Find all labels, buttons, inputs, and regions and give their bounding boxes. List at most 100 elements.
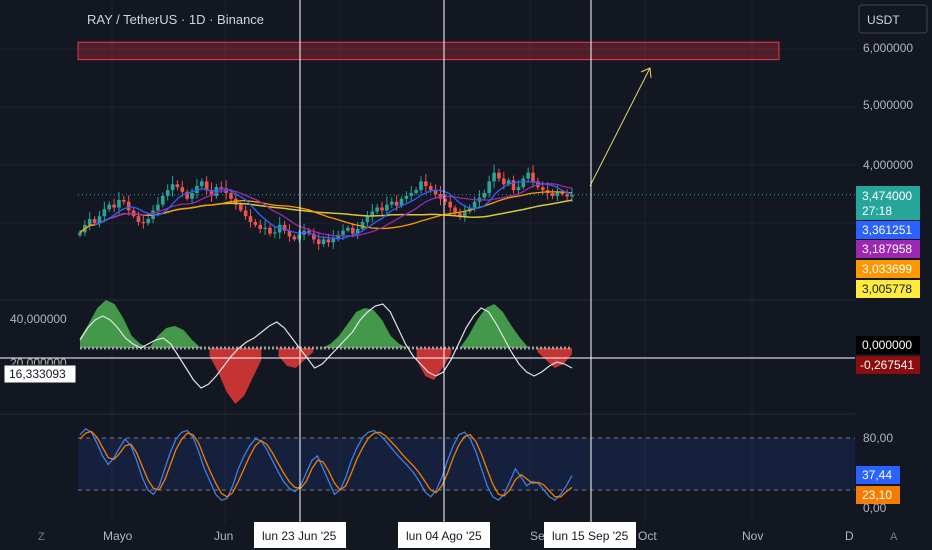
- candle-body: [292, 236, 297, 240]
- ma-blue-value: 3,361251: [862, 223, 912, 237]
- ma-purple-line: [94, 182, 573, 237]
- candle: [419, 176, 423, 195]
- candle: [102, 201, 107, 223]
- candle: [195, 179, 199, 199]
- candle-body: [316, 239, 321, 245]
- ma-orange-tag: 3,033699: [856, 260, 920, 278]
- candle: [248, 209, 253, 228]
- candle-body: [463, 211, 467, 217]
- candle: [389, 197, 394, 208]
- candle: [117, 191, 121, 214]
- osc-level-40: 40,000000: [10, 312, 67, 326]
- candle-body: [399, 198, 404, 206]
- candle-body: [550, 193, 555, 196]
- candle-body: [380, 207, 384, 211]
- candle: [531, 165, 535, 188]
- candle: [146, 216, 150, 226]
- candle: [448, 195, 453, 213]
- candle: [433, 184, 438, 199]
- candle: [370, 204, 375, 223]
- price-tick-6: 6,000000: [863, 41, 913, 55]
- osc-last-tag: -0,267541: [856, 356, 920, 374]
- time-label-nov: Nov: [742, 529, 763, 543]
- candle: [175, 180, 180, 191]
- candle: [282, 220, 287, 234]
- candle-body: [526, 172, 530, 179]
- candle-body: [156, 204, 160, 211]
- candle-body: [78, 232, 82, 236]
- candle-body: [229, 193, 233, 199]
- candle: [341, 224, 345, 240]
- candle-body: [175, 184, 180, 188]
- ma-orange-value: 3,033699: [862, 262, 912, 276]
- candle-body: [199, 181, 204, 187]
- candle: [385, 196, 389, 217]
- ma-yellow-tag: 3,005778: [856, 280, 920, 298]
- candle-body: [409, 193, 414, 196]
- candle-body: [195, 186, 199, 193]
- candle: [258, 219, 263, 234]
- moving-averages: [79, 180, 573, 240]
- candle: [92, 216, 97, 226]
- last-price-tag: 3,474000 27:18: [856, 186, 920, 220]
- candle-body: [273, 232, 277, 234]
- candle: [360, 219, 365, 232]
- candle-body: [312, 233, 316, 240]
- projection-arrow[interactable]: [589, 67, 651, 187]
- candle-body: [219, 187, 224, 189]
- price-tick-4: 4,000000: [863, 158, 913, 172]
- candle: [204, 176, 209, 195]
- candle: [112, 198, 116, 213]
- candle: [165, 184, 170, 201]
- candle-body: [385, 204, 389, 211]
- candle-body: [346, 227, 350, 231]
- candle-body: [389, 201, 394, 205]
- candle-body: [248, 216, 253, 222]
- candle: [263, 220, 267, 235]
- candle-body: [458, 213, 462, 217]
- candle-body: [355, 228, 360, 234]
- candle: [526, 167, 530, 183]
- price-tick-5: 5,000000: [863, 98, 913, 112]
- ma-purple-value: 3,187958: [862, 242, 912, 256]
- candle-body: [282, 224, 287, 231]
- auto-scale-icon[interactable]: A: [890, 531, 898, 543]
- candle-body: [502, 178, 506, 185]
- candle: [375, 204, 379, 215]
- candle-body: [511, 180, 516, 191]
- currency-button[interactable]: USDT: [858, 4, 928, 34]
- candle-body: [492, 172, 496, 182]
- candle-body: [209, 190, 214, 196]
- candle: [409, 186, 414, 202]
- candle: [287, 224, 292, 242]
- candle-body: [122, 199, 126, 202]
- zoom-z-icon[interactable]: Z: [38, 531, 45, 543]
- candle: [107, 201, 112, 213]
- time-label-mayo: Mayo: [103, 529, 133, 543]
- candle-body: [570, 194, 574, 197]
- candle: [346, 225, 350, 233]
- crosshair-value-tag: 16,333093: [3, 364, 77, 384]
- stoch-d-line: [79, 430, 573, 498]
- osc-green-area: [321, 308, 408, 348]
- candle: [297, 230, 302, 244]
- target-zone-rectangle[interactable]: [77, 41, 780, 61]
- date-tag-3: lun 15 Sep '25: [544, 522, 636, 548]
- candle: [273, 226, 277, 239]
- candle-body: [117, 199, 121, 208]
- candle: [487, 175, 491, 198]
- osc-signal-line: [79, 303, 573, 389]
- projection-arrow-head: [640, 67, 652, 79]
- candle-body: [521, 178, 526, 188]
- time-label-oct: Oct: [638, 529, 657, 543]
- candle: [458, 208, 462, 220]
- currency-label: USDT: [867, 13, 900, 27]
- candle-body: [487, 181, 491, 193]
- stoch-tick-0: 0,00: [863, 501, 887, 515]
- date-tag-3-text: lun 15 Sep '25: [552, 529, 629, 543]
- candle-body: [185, 191, 189, 199]
- candle: [565, 189, 569, 201]
- stoch-tick-80: 80,00: [863, 431, 893, 445]
- candle-body: [360, 222, 365, 229]
